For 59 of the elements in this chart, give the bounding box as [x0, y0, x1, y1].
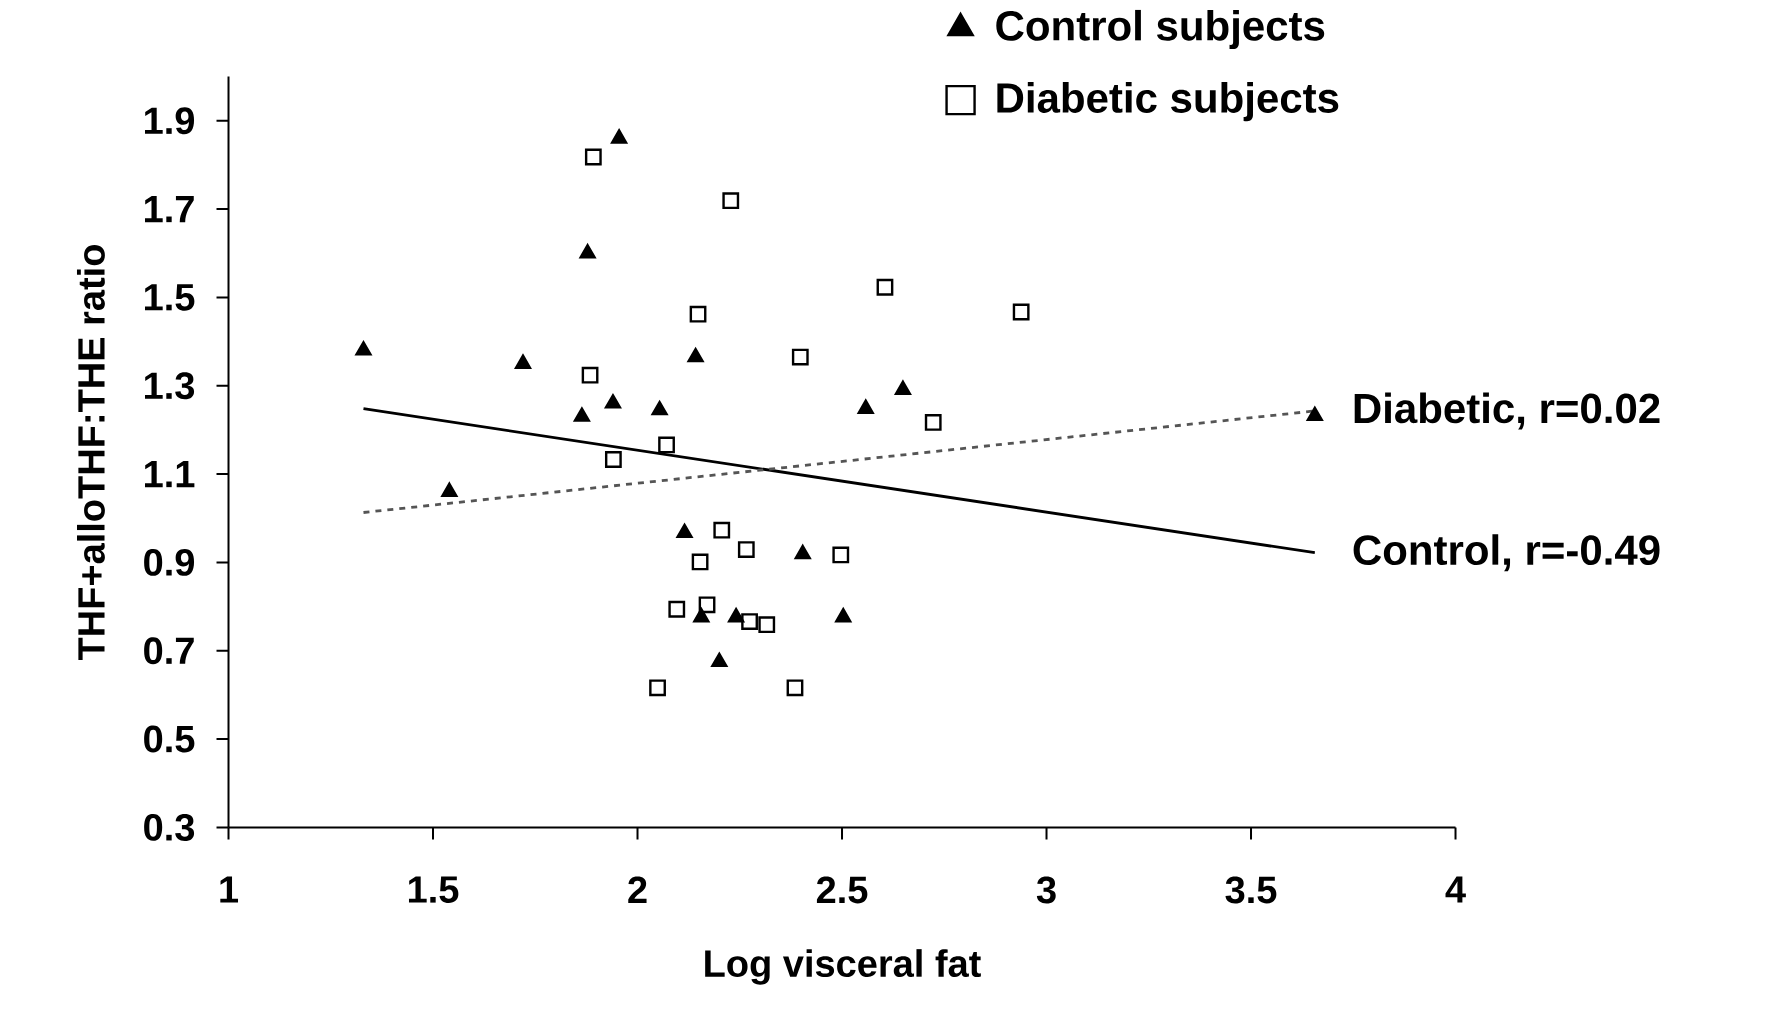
point — [698, 596, 716, 614]
point — [610, 129, 628, 144]
point — [794, 544, 811, 560]
x-tick-label: 4 — [1445, 876, 1466, 903]
point — [651, 400, 668, 416]
point — [924, 414, 942, 431]
point — [894, 380, 912, 395]
x-tick-label: 2.5 — [816, 876, 868, 904]
point — [584, 148, 602, 166]
point — [722, 192, 740, 210]
y-tick-label: 0.7 — [144, 637, 194, 665]
point — [604, 394, 622, 409]
point — [676, 523, 693, 539]
point — [514, 354, 532, 369]
point — [737, 541, 755, 558]
x-tick-label: 3 — [1036, 876, 1056, 904]
x-tick-label: 3.5 — [1225, 876, 1277, 904]
point — [786, 679, 804, 697]
point — [658, 436, 675, 454]
y-tick-label: 0.3 — [144, 813, 195, 841]
y-tick-label: 1.5 — [145, 284, 195, 311]
x-tick-label: 1 — [220, 876, 239, 903]
x-tick-label: 1.5 — [408, 876, 459, 903]
point — [835, 607, 852, 623]
point — [832, 546, 850, 564]
y-tick-label: 1.3 — [145, 372, 195, 400]
x-tick-label: 2 — [628, 876, 647, 903]
series-label: Diabetic, r=0.02 — [1354, 392, 1660, 430]
point — [573, 407, 591, 422]
point — [857, 399, 874, 414]
point — [711, 652, 728, 667]
y-axis-title: THF+alloTHF:THE ratio — [76, 245, 105, 661]
y-tick-label: 0.9 — [144, 548, 195, 576]
point — [687, 347, 704, 363]
y-tick-label: 0.5 — [144, 725, 195, 753]
y-tick-label: 1.9 — [145, 107, 195, 135]
point — [876, 278, 894, 296]
point — [791, 348, 809, 366]
point — [441, 482, 458, 497]
point — [355, 341, 372, 356]
point — [741, 613, 758, 630]
legend-label: Diabetic subjects — [997, 82, 1339, 122]
y-tick-label: 1.7 — [145, 196, 194, 223]
point — [604, 451, 622, 468]
point — [1306, 406, 1323, 421]
point — [727, 607, 745, 623]
series-label: Control, r=-0.49 — [1353, 534, 1660, 572]
point — [758, 616, 776, 634]
point — [1012, 303, 1030, 321]
point — [668, 600, 686, 618]
point — [713, 521, 731, 539]
y-tick-label: 1.1 — [145, 461, 195, 488]
legend-label: Control subjects — [996, 9, 1325, 50]
point — [689, 305, 707, 323]
x-axis-title: Log visceral fat — [705, 949, 981, 985]
point — [691, 553, 709, 571]
point — [579, 244, 596, 259]
point — [581, 366, 599, 384]
point — [649, 679, 666, 697]
